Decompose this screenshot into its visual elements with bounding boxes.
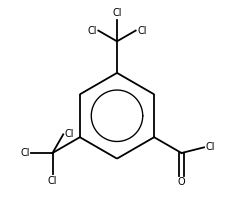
Text: Cl: Cl: [112, 8, 122, 18]
Text: Cl: Cl: [65, 129, 74, 139]
Text: Cl: Cl: [48, 176, 57, 186]
Text: Cl: Cl: [87, 26, 97, 36]
Text: Cl: Cl: [206, 142, 215, 152]
Text: Cl: Cl: [20, 148, 29, 158]
Text: O: O: [178, 177, 185, 187]
Text: Cl: Cl: [137, 26, 147, 36]
